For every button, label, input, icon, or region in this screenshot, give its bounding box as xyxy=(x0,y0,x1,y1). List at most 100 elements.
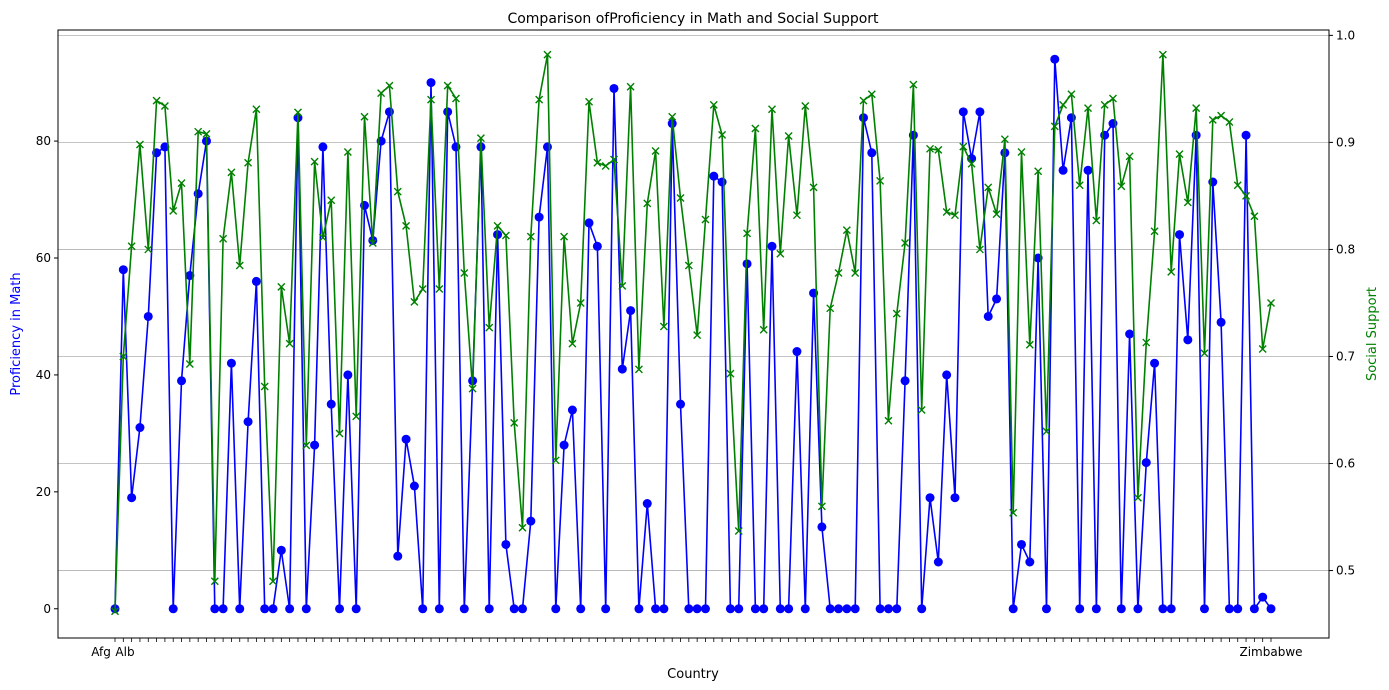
x-tick-label: Alb xyxy=(115,645,134,659)
social-point xyxy=(1250,212,1259,221)
social-point xyxy=(959,142,968,151)
social-point xyxy=(135,140,144,149)
social-point xyxy=(826,304,835,313)
social-point xyxy=(1175,150,1184,159)
math-point xyxy=(268,604,278,614)
social-point xyxy=(626,82,635,91)
social-point xyxy=(1067,90,1076,99)
math-point xyxy=(226,358,236,368)
math-point xyxy=(1158,604,1168,614)
math-point xyxy=(285,604,295,614)
social-point xyxy=(560,232,569,241)
social-point xyxy=(227,168,236,177)
social-point xyxy=(1108,94,1117,103)
social-point xyxy=(1225,118,1234,127)
math-point xyxy=(1166,604,1176,614)
plot-frame xyxy=(57,29,1330,639)
social-point xyxy=(1183,198,1192,207)
social-point xyxy=(152,96,161,105)
social-point xyxy=(693,331,702,340)
social-point xyxy=(876,176,885,185)
social-point xyxy=(269,577,278,586)
math-point xyxy=(750,604,760,614)
social-point xyxy=(659,322,668,331)
social-point xyxy=(293,108,302,117)
math-point xyxy=(534,212,544,222)
math-point xyxy=(983,311,993,321)
social-series xyxy=(111,50,1275,616)
math-point xyxy=(676,399,686,409)
social-point xyxy=(1258,344,1267,353)
right-axis-label: Social Support xyxy=(1365,287,1380,381)
social-point xyxy=(967,159,976,168)
math-point xyxy=(1116,604,1126,614)
math-point xyxy=(393,551,403,561)
social-point xyxy=(801,102,810,110)
math-point xyxy=(1091,604,1101,614)
math-point xyxy=(160,142,170,152)
math-point xyxy=(883,604,893,614)
math-point xyxy=(1017,539,1027,549)
social-point xyxy=(984,183,993,192)
math-point xyxy=(742,259,752,269)
social-point xyxy=(1158,50,1167,59)
social-point xyxy=(476,134,485,143)
social-point xyxy=(1117,182,1126,191)
right-tick-label: 1.0 xyxy=(1336,28,1355,42)
math-point xyxy=(235,604,245,614)
social-point xyxy=(285,339,294,348)
math-point xyxy=(759,604,769,614)
social-point xyxy=(926,144,935,153)
social-point xyxy=(1000,135,1009,144)
grid-layer xyxy=(58,34,1329,571)
math-point xyxy=(127,493,137,503)
social-point xyxy=(277,282,286,291)
social-point xyxy=(1075,181,1084,190)
social-point xyxy=(252,105,261,114)
social-point xyxy=(177,179,186,188)
math-point xyxy=(484,604,494,614)
left-tick-label: 60 xyxy=(36,251,51,265)
math-point xyxy=(542,142,552,152)
left-axis-label: Proficiency in Math xyxy=(9,272,24,395)
social-point xyxy=(784,131,793,140)
math-point xyxy=(601,604,611,614)
social-point xyxy=(385,81,394,90)
math-point xyxy=(409,481,419,491)
math-point xyxy=(418,604,428,614)
social-point xyxy=(1092,216,1101,225)
math-point xyxy=(784,604,794,614)
social-line xyxy=(114,54,1272,612)
math-point xyxy=(135,423,145,433)
social-point xyxy=(111,607,119,616)
right-tick-label: 0.5 xyxy=(1336,564,1355,578)
social-point xyxy=(842,226,851,235)
math-point xyxy=(609,83,619,93)
left-tick-label: 40 xyxy=(36,368,51,382)
math-point xyxy=(584,218,594,228)
math-point xyxy=(734,604,744,614)
math-point xyxy=(850,604,860,614)
math-point xyxy=(775,604,785,614)
social-point xyxy=(543,50,552,59)
social-point xyxy=(809,183,818,192)
social-point xyxy=(194,127,203,136)
social-point xyxy=(352,412,361,421)
math-point xyxy=(567,405,577,415)
social-point xyxy=(651,146,660,155)
math-point xyxy=(526,516,536,526)
math-point xyxy=(1041,604,1051,614)
social-point xyxy=(593,158,602,167)
social-point xyxy=(435,285,444,294)
social-point xyxy=(185,359,194,368)
math-point xyxy=(867,148,877,158)
math-point xyxy=(1183,335,1193,345)
left-tick-label: 80 xyxy=(36,134,51,148)
social-point xyxy=(535,95,544,104)
math-point xyxy=(858,113,868,123)
social-point xyxy=(1150,227,1159,236)
social-point xyxy=(169,206,178,215)
math-point xyxy=(617,364,627,374)
math-point xyxy=(1133,604,1143,614)
